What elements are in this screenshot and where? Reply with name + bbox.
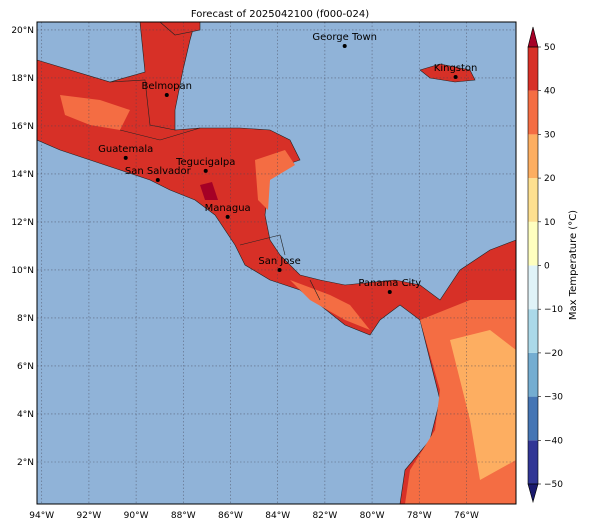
lon-tick-label: 80°W <box>360 511 385 521</box>
colorbar-segment <box>528 47 538 91</box>
colorbar-segment <box>528 352 538 397</box>
lat-tick-label: 14°N <box>11 170 34 180</box>
colorbar-segment <box>528 396 538 441</box>
lat-tick-label: 16°N <box>11 122 34 132</box>
map-title: Forecast of 2025042100 (f000-024) <box>191 9 369 20</box>
colorbar-over <box>527 26 539 48</box>
city-label: San Salvador <box>125 166 192 177</box>
colorbar-tick-label: −50 <box>544 480 563 490</box>
colorbar-segment <box>528 90 538 135</box>
colorbar-tick-label: 50 <box>544 43 556 53</box>
lon-tick-label: 90°W <box>124 511 149 521</box>
colorbar-segment <box>528 440 538 484</box>
colorbar-segment <box>528 265 538 310</box>
colorbar-tick-label: 10 <box>544 218 556 228</box>
lon-tick-label: 86°W <box>218 511 243 521</box>
lon-tick-label: 92°W <box>76 511 101 521</box>
lat-tick-label: 4°N <box>17 410 34 420</box>
city-label: George Town <box>312 32 377 43</box>
colorbar-segment <box>528 134 538 179</box>
city-label: Guatemala <box>98 144 153 155</box>
lat-tick-label: 20°N <box>11 26 34 36</box>
colorbar-tick-label: 0 <box>544 262 550 272</box>
city-marker <box>225 214 230 219</box>
city-marker <box>155 177 160 182</box>
colorbar-tick-label: 30 <box>544 130 556 140</box>
city-marker <box>277 267 282 272</box>
lon-tick-label: 84°W <box>265 511 290 521</box>
city-marker <box>123 155 128 160</box>
colorbar-tick-label: −10 <box>544 305 563 315</box>
lon-tick-label: 82°W <box>312 511 337 521</box>
city-label: Panama City <box>358 278 421 289</box>
city-label: Managua <box>205 203 251 214</box>
lon-tick-label: 88°W <box>171 511 196 521</box>
colorbar-segment <box>528 309 538 353</box>
lon-tick-label: 76°W <box>454 511 479 521</box>
colorbar-under <box>527 483 539 504</box>
city-label: Tegucigalpa <box>175 157 235 168</box>
colorbar-tick-label: −30 <box>544 393 563 403</box>
lat-tick-label: 18°N <box>11 74 34 84</box>
colorbar-segment <box>528 221 538 266</box>
lat-tick-label: 12°N <box>11 218 34 228</box>
lon-tick-label: 94°W <box>29 511 54 521</box>
city-marker <box>387 290 392 295</box>
lon-tick-label: 78°W <box>407 511 432 521</box>
map-frame <box>36 21 517 505</box>
city-marker <box>164 92 169 97</box>
city-label: Belmopan <box>142 81 192 92</box>
colorbar-tick-label: −20 <box>544 349 563 359</box>
lat-tick-label: 10°N <box>11 266 34 276</box>
city-marker <box>342 44 347 49</box>
city-marker <box>453 74 458 79</box>
lat-tick-label: 2°N <box>17 458 34 468</box>
lat-tick-label: 6°N <box>17 362 34 372</box>
lat-tick-label: 8°N <box>17 314 34 324</box>
colorbar-tick-label: −40 <box>544 436 563 446</box>
colorbar-label: Max Temperature (°C) <box>568 210 579 320</box>
colorbar-tick-label: 40 <box>544 87 556 97</box>
city-label: San Jose <box>258 256 300 267</box>
colorbar-segment <box>528 178 538 222</box>
city-marker <box>203 168 208 173</box>
colorbar-tick-label: 20 <box>544 174 556 184</box>
city-label: Kingston <box>434 63 478 74</box>
land <box>36 21 517 505</box>
